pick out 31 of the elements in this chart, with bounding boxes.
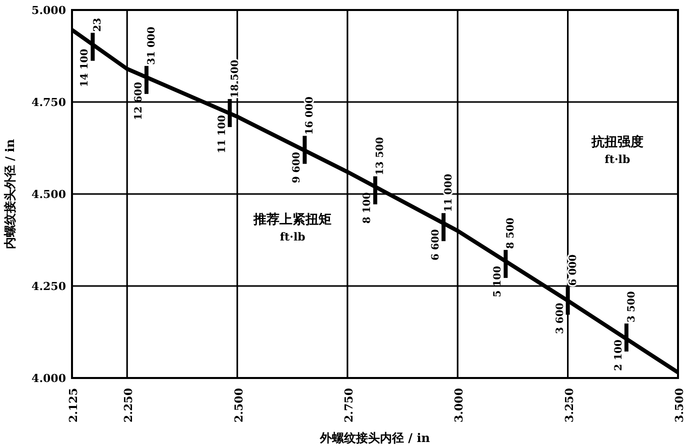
y-tick-label: 4.750 (32, 96, 66, 109)
note: 抗扭强度 ft·lb (591, 135, 644, 166)
note: 推荐上紧扭矩 ft·lb (254, 212, 332, 244)
y-axis-title: 内螺纹接头外径 / in (3, 138, 17, 250)
annotation: 31 000 (146, 26, 158, 65)
x-tick-label: 3.250 (562, 388, 576, 422)
x-tick-label: 3.000 (452, 388, 466, 422)
annotation: 3 500 (626, 291, 638, 323)
annotation: 23 (92, 18, 104, 32)
y-tick-label: 4.250 (32, 280, 66, 293)
y-tick-label: 4.000 (32, 372, 66, 385)
annotation: 11 100 (216, 115, 228, 154)
annotation: 6 600 (430, 229, 442, 260)
x-tick-label: 2.125 (67, 388, 80, 422)
annotation: 13 500 (375, 137, 386, 176)
y-tick-label: 4.500 (32, 188, 66, 201)
annotation: 6 000 (568, 254, 579, 286)
x-tick-label: 2.500 (232, 388, 246, 422)
annotation: 14 100 (80, 48, 91, 88)
x-tick-label: 3.500 (673, 388, 686, 422)
annotation: 11 000 (444, 174, 455, 212)
annotation: 3 600 (554, 302, 566, 334)
x-tick-label: 2.750 (342, 388, 356, 422)
y-tick-label: 5.000 (32, 4, 66, 17)
annotation: 12 600 (133, 82, 144, 120)
annotation: 5 100 (492, 266, 504, 298)
x-tick-label: 2.250 (122, 388, 136, 422)
annotation: 2 100 (613, 339, 624, 371)
annotation: 8 500 (506, 218, 517, 249)
x-axis-title: 外螺纹接头内径 / in (318, 431, 430, 445)
annotation: 9 600 (292, 152, 303, 184)
